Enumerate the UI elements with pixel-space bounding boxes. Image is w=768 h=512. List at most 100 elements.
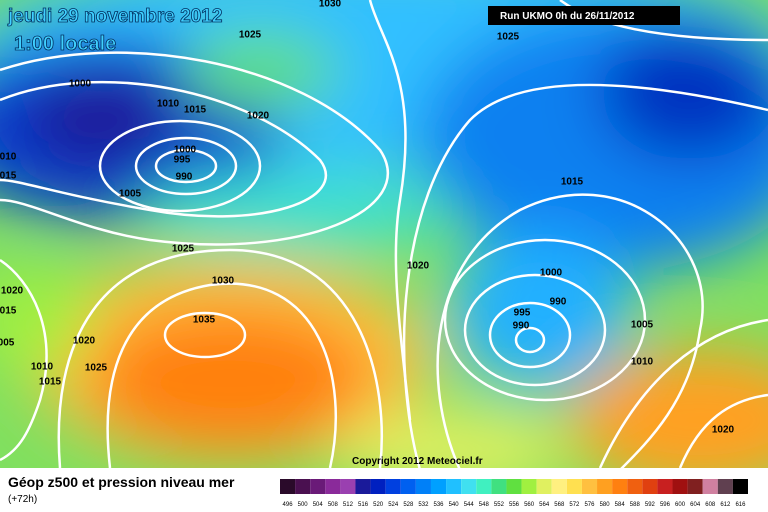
scale-label: 528 bbox=[403, 502, 414, 508]
scale-label: 612 bbox=[720, 502, 731, 508]
scale-swatch bbox=[491, 479, 507, 494]
scale-swatch bbox=[521, 479, 537, 494]
color-scale: 496 500 504 508 512 516 520 524 528 532 536 540 544 5… bbox=[280, 479, 748, 508]
scale-label: 564 bbox=[539, 502, 550, 508]
isobar-label: 990 bbox=[513, 321, 530, 332]
isobar-label: 995 bbox=[514, 308, 531, 319]
scale-label: 608 bbox=[705, 502, 716, 508]
isobar-label: 990 bbox=[176, 172, 193, 183]
isobar-label: 1005 bbox=[631, 320, 654, 331]
isobar-label: 1025 bbox=[85, 363, 108, 374]
scale-swatch bbox=[732, 479, 748, 494]
map-time: 1:00 locale bbox=[14, 33, 116, 55]
scale-swatch bbox=[310, 479, 326, 494]
isobars bbox=[0, 0, 768, 468]
isobar-label: 015 bbox=[0, 306, 17, 317]
scale-swatch bbox=[627, 479, 643, 494]
isobar-label: 1025 bbox=[239, 30, 262, 41]
field bbox=[0, 0, 768, 468]
scale-label: 596 bbox=[660, 502, 671, 508]
scale-swatch bbox=[295, 479, 311, 494]
footer-lead: (+72h) bbox=[8, 494, 37, 505]
scale-label: 532 bbox=[418, 502, 429, 508]
scale-swatch bbox=[340, 479, 356, 494]
isobar-label: 1025 bbox=[172, 244, 195, 255]
scale-swatch bbox=[370, 479, 386, 494]
isobar-label: 1020 bbox=[407, 261, 430, 272]
scale-label: 600 bbox=[675, 502, 686, 508]
scale-swatch bbox=[461, 479, 477, 494]
scale-swatch bbox=[325, 479, 341, 494]
isobar-label: 1030 bbox=[319, 0, 342, 10]
scale-label: 500 bbox=[298, 502, 309, 508]
scale-label: 520 bbox=[373, 502, 384, 508]
scale-label: 580 bbox=[600, 502, 611, 508]
scale-label: 616 bbox=[735, 502, 746, 508]
isobar-label: 010 bbox=[0, 152, 17, 163]
map-date: jeudi 29 novembre 2012 bbox=[7, 6, 222, 27]
isobar-label: 1015 bbox=[39, 377, 62, 388]
scale-label: 588 bbox=[630, 502, 641, 508]
scale-label: 572 bbox=[569, 502, 580, 508]
scale-label: 536 bbox=[434, 502, 445, 508]
footer-title: Géop z500 et pression niveau mer bbox=[8, 474, 235, 490]
isobar-label: 1015 bbox=[184, 105, 207, 116]
scale-swatch bbox=[597, 479, 613, 494]
isobar-label: 1020 bbox=[247, 111, 270, 122]
isobar-label: 1010 bbox=[31, 362, 54, 373]
copyright: Copyright 2012 Meteociel.fr bbox=[352, 456, 483, 467]
isobar-label: 1000 bbox=[174, 145, 197, 156]
scale-label: 592 bbox=[645, 502, 656, 508]
scale-label: 584 bbox=[615, 502, 626, 508]
scale-swatch bbox=[717, 479, 733, 494]
scale-swatch bbox=[400, 479, 416, 494]
scale-label: 496 bbox=[283, 502, 294, 508]
scale-label: 504 bbox=[313, 502, 324, 508]
run-info: Run UKMO 0h du 26/11/2012 bbox=[500, 11, 635, 22]
isobar-label: 995 bbox=[174, 155, 191, 166]
scale-swatch bbox=[536, 479, 552, 494]
scale-swatch bbox=[430, 479, 447, 494]
scale-swatch bbox=[657, 479, 673, 494]
scale-label: 576 bbox=[584, 502, 595, 508]
isobar-label: 1025 bbox=[497, 32, 520, 43]
scale-label: 524 bbox=[388, 502, 399, 508]
scale-swatch bbox=[415, 479, 431, 494]
scale-swatch bbox=[385, 479, 401, 494]
scale-swatch bbox=[355, 479, 371, 494]
isobar-label: 015 bbox=[0, 171, 17, 182]
isobar-label: 1020 bbox=[73, 336, 96, 347]
isobar-label: 1035 bbox=[193, 315, 216, 326]
scale-swatch bbox=[642, 479, 658, 494]
scale-label: 552 bbox=[494, 502, 505, 508]
scale-label: 556 bbox=[509, 502, 520, 508]
scale-label: 604 bbox=[690, 502, 701, 508]
isobar-label: 1020 bbox=[1, 286, 24, 297]
scale-swatch bbox=[476, 479, 492, 494]
scale-swatch bbox=[566, 479, 582, 494]
isobar-label: 1000 bbox=[540, 268, 563, 279]
isobar-label: 1030 bbox=[212, 276, 235, 287]
scale-label: 516 bbox=[358, 502, 369, 508]
scale-swatch bbox=[446, 479, 462, 494]
isobar-label: 1015 bbox=[561, 177, 584, 188]
run-box bbox=[488, 6, 680, 25]
isobar-label: 1000 bbox=[69, 79, 92, 90]
scale-swatch bbox=[687, 479, 703, 494]
scale-swatch bbox=[506, 479, 522, 494]
isobar-label: 005 bbox=[0, 338, 15, 349]
isobar-label: 1010 bbox=[157, 99, 180, 110]
scale-label: 544 bbox=[464, 502, 475, 508]
scale-label: 508 bbox=[328, 502, 339, 508]
scale-label: 560 bbox=[524, 502, 535, 508]
scale-swatch bbox=[280, 479, 296, 494]
scale-label: 512 bbox=[343, 502, 354, 508]
scale-swatch bbox=[551, 479, 567, 494]
scale-swatch bbox=[702, 479, 718, 494]
isobar-label: 1020 bbox=[712, 425, 735, 436]
isobar-label: 1010 bbox=[631, 357, 654, 368]
scale-swatch bbox=[672, 479, 688, 494]
scale-label: 540 bbox=[449, 502, 460, 508]
scale-label: 568 bbox=[554, 502, 565, 508]
